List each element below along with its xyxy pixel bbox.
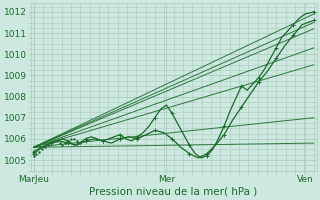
X-axis label: Pression niveau de la mer( hPa ): Pression niveau de la mer( hPa ) bbox=[90, 187, 258, 197]
